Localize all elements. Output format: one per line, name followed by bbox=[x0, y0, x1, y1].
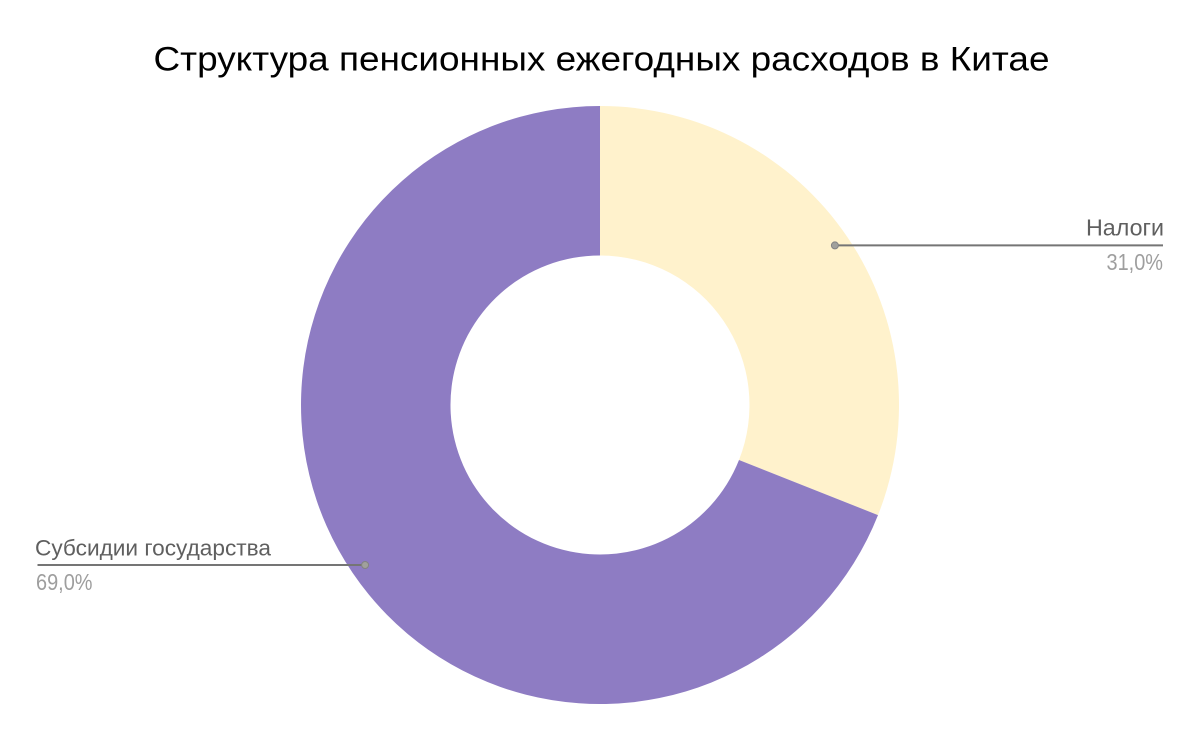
svg-text:Субсидии государства: Субсидии государства bbox=[35, 536, 271, 561]
svg-text:69,0%: 69,0% bbox=[36, 569, 93, 595]
svg-text:Структура пенсионных ежегодных: Структура пенсионных ежегодных расходов … bbox=[154, 41, 1050, 79]
svg-text:31,0%: 31,0% bbox=[1107, 249, 1164, 275]
svg-text:Налоги: Налоги bbox=[1086, 215, 1164, 241]
